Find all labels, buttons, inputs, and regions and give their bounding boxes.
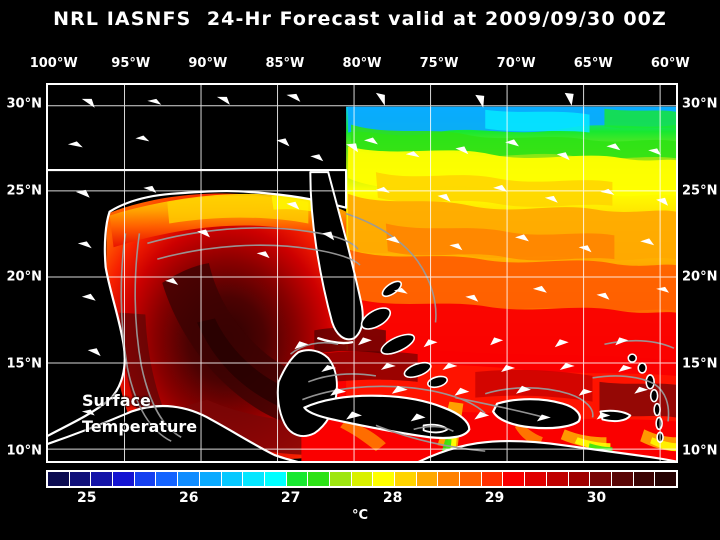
- colorbar-segment: [481, 472, 504, 486]
- colorbar-segment: [91, 472, 114, 486]
- colorbar-segment: [264, 472, 287, 486]
- colorbar-tick-4: 29: [484, 490, 505, 506]
- lon-tick-1: 95°W: [111, 56, 151, 71]
- lon-tick-4: 80°W: [342, 56, 382, 71]
- colorbar-segment: [590, 472, 612, 486]
- map-canvas[interactable]: [46, 83, 678, 463]
- colorbar-segment: [69, 472, 92, 486]
- colorbar-ticks: 25 26 27 28 29 30: [0, 490, 720, 508]
- page-title: NRL IASNFS 24-Hr Forecast valid at 2009/…: [53, 8, 667, 30]
- longitude-axis: 100°W 95°W 90°W 85°W 80°W 75°W 70°W 65°W 60°W: [0, 56, 720, 74]
- colorbar-segment: [503, 472, 526, 486]
- colorbar-segment: [373, 472, 395, 486]
- lon-tick-8: 60°W: [650, 56, 690, 71]
- colorbar-segment: [351, 472, 374, 486]
- lat-tick-left-1: 25°N: [6, 183, 42, 199]
- colorbar-segment: [113, 472, 135, 486]
- colorbar-units: °C: [351, 508, 369, 523]
- colorbar-tick-1: 26: [178, 490, 199, 506]
- colorbar-tick-2: 27: [280, 490, 301, 506]
- colorbar-segment: [611, 472, 634, 486]
- lat-tick-right-0: 30°N: [682, 96, 718, 112]
- lon-tick-5: 75°W: [419, 56, 459, 71]
- colorbar-tick-3: 28: [382, 490, 403, 506]
- colorbar-segment: [395, 472, 417, 486]
- map-svg: [48, 85, 676, 461]
- lon-tick-2: 90°W: [188, 56, 228, 71]
- lat-tick-left-0: 30°N: [6, 96, 42, 112]
- colorbar-segment: [633, 472, 656, 486]
- colorbar-segment: [546, 472, 569, 486]
- colorbar-segment: [134, 472, 157, 486]
- colorbar-segment: [156, 472, 179, 486]
- lon-tick-6: 70°W: [496, 56, 536, 71]
- colorbar-segment: [655, 472, 676, 486]
- lon-tick-7: 65°W: [573, 56, 613, 71]
- colorbar-segment: [308, 472, 330, 486]
- colorbar-tick-0: 25: [77, 490, 97, 506]
- lat-tick-right-3: 15°N: [682, 356, 718, 372]
- lat-tick-right-2: 20°N: [682, 269, 718, 285]
- colorbar-segment: [199, 472, 222, 486]
- lat-tick-left-4: 10°N: [6, 443, 42, 459]
- lat-tick-left-3: 15°N: [6, 356, 42, 372]
- lat-tick-left-2: 20°N: [6, 269, 42, 285]
- colorbar-segment: [221, 472, 244, 486]
- colorbar-tick-5: 30: [586, 490, 607, 506]
- lon-tick-0: 100°W: [29, 56, 78, 71]
- colorbar-segment: [416, 472, 439, 486]
- lon-tick-3: 85°W: [265, 56, 305, 71]
- lat-tick-right-4: 10°N: [682, 443, 718, 459]
- current-vectors: [67, 92, 670, 422]
- colorbar-segment: [438, 472, 461, 486]
- colorbar-segment: [243, 472, 265, 486]
- lat-tick-right-1: 25°N: [682, 183, 718, 199]
- colorbar-segment: [178, 472, 200, 486]
- colorbar-segment: [460, 472, 482, 486]
- colorbar-segment: [329, 472, 352, 486]
- colorbar[interactable]: [46, 470, 678, 488]
- colorbar-segment: [525, 472, 547, 486]
- colorbar-segment: [568, 472, 591, 486]
- colorbar-segment: [286, 472, 309, 486]
- colorbar-segment: [48, 472, 70, 486]
